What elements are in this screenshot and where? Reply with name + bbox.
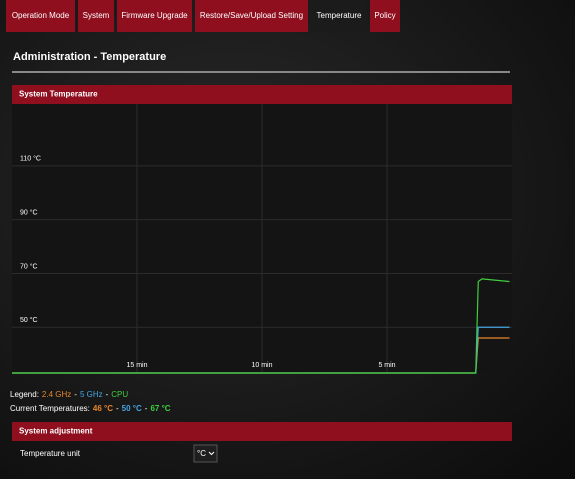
field-label: Temperature unit xyxy=(20,449,81,458)
panel-title: System adjustment xyxy=(19,427,93,436)
tab-label[interactable]: Operation Mode xyxy=(12,11,70,20)
series-line xyxy=(12,278,510,374)
select-chevron[interactable] xyxy=(208,451,215,456)
tab-label[interactable]: Temperature xyxy=(317,11,362,20)
tab[interactable] xyxy=(78,0,114,32)
page-title: Administration - Temperature xyxy=(13,51,166,63)
tab[interactable] xyxy=(370,0,400,32)
temperature-chart: 110 °C 90 °C 70 °C 50 °C 15 min 10 min 5 min xyxy=(12,104,512,374)
y-tick-label: 110 °C xyxy=(20,155,41,163)
unit-select-value[interactable]: °C xyxy=(197,449,206,458)
current-temperatures: Current Temperatures: 46 °C -50 °C -67 °C xyxy=(10,404,171,413)
current-value: 67 °C xyxy=(150,404,170,413)
separator: - xyxy=(116,404,119,413)
x-tick-label: 15 min xyxy=(126,362,147,369)
legend-title: Legend: xyxy=(10,390,39,399)
y-tick-label: 50 °C xyxy=(20,316,38,324)
tab-bar: Operation Mode System Firmware Upgrade Rest… xyxy=(6,0,400,32)
x-tick-label: 10 min xyxy=(251,362,272,369)
current-title: Current Temperatures: xyxy=(10,404,90,413)
x-tick-label: 5 min xyxy=(378,362,395,369)
y-tick-label: 90 °C xyxy=(20,209,38,217)
y-tick-label: 70 °C xyxy=(20,262,38,270)
tab[interactable] xyxy=(117,0,192,32)
separator: - xyxy=(106,390,109,399)
title-underline xyxy=(12,71,510,73)
tab-label[interactable]: System xyxy=(83,11,110,20)
tab-label[interactable]: Firmware Upgrade xyxy=(121,11,188,20)
separator: - xyxy=(74,390,77,399)
legend: Legend: 2.4 GHz -5 GHz - CPU xyxy=(10,390,128,399)
current-value: 46 °C xyxy=(93,404,113,413)
tab[interactable] xyxy=(195,0,308,32)
tab-label[interactable]: Restore/Save/Upload Setting xyxy=(200,11,303,20)
panel-title: System Temperature xyxy=(19,90,98,99)
panel-header xyxy=(12,85,512,104)
unit-select[interactable] xyxy=(193,444,218,463)
legend-item: CPU xyxy=(111,390,128,399)
legend-item: 5 GHz xyxy=(80,390,103,399)
tab-label[interactable]: Policy xyxy=(374,11,395,20)
tab[interactable] xyxy=(311,0,367,32)
panel-header xyxy=(12,422,512,441)
tab[interactable] xyxy=(6,0,75,32)
current-value: 50 °C xyxy=(122,404,142,413)
legend-item: 2.4 GHz xyxy=(42,390,71,399)
separator: - xyxy=(145,404,148,413)
